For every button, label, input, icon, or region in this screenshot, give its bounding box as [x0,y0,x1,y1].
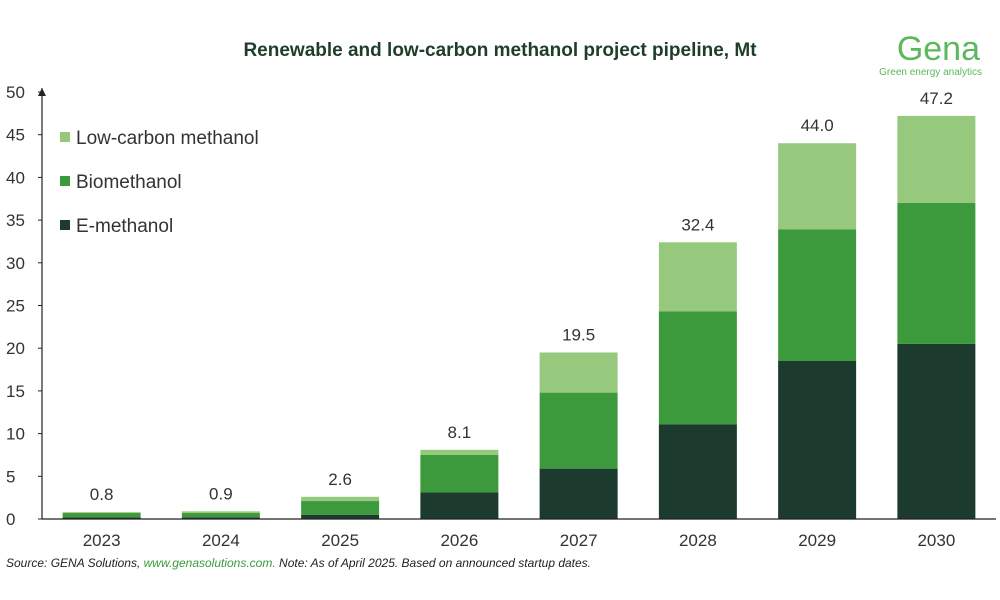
legend-item: Biomethanol [60,172,182,193]
legend-label: Biomethanol [76,172,182,193]
y-tick-label: 15 [6,382,25,401]
y-tick-label: 30 [6,254,25,273]
bar-biomethanol-2030 [897,203,976,344]
x-tick-label: 2029 [798,531,836,550]
source-note: Source: GENA Solutions, www.genasolution… [6,556,591,570]
bar-low-carbon-methanol-2026 [420,449,499,455]
bar-e-methanol-2029 [778,361,857,519]
total-label: 8.1 [448,423,472,442]
bar-e-methanol-2028 [658,424,737,519]
bar-low-carbon-methanol-2027 [539,352,618,393]
total-label: 2.6 [328,470,352,489]
total-label: 19.5 [562,325,595,344]
bar-biomethanol-2026 [420,454,499,493]
bar-biomethanol-2027 [539,392,618,469]
total-labels: 0.8 0.9 2.6 8.1 19.5 32.4 44.0 47.2 [90,89,953,504]
logo: Gena Green energy analytics [879,30,982,78]
legend-label: Low-carbon methanol [76,128,259,149]
legend-item: Low-carbon methanol [60,128,259,149]
bar-low-carbon-methanol-2030 [897,115,976,204]
bar-low-carbon-methanol-2028 [658,242,737,312]
x-tick-label: 2030 [917,531,955,550]
x-tick-label: 2026 [440,531,478,550]
legend-swatch [60,132,70,142]
y-tick-label: 35 [6,211,25,230]
bar-biomethanol-2024 [181,513,260,518]
legend-swatch [60,220,70,230]
y-tick-label: 40 [6,168,25,187]
y-tick-label: 0 [6,510,15,529]
bars [62,115,976,519]
legend: Low-carbon methanol Biomethanol E-methanol [60,128,259,237]
total-label: 44.0 [801,116,834,135]
x-tick-label: 2028 [679,531,717,550]
bar-biomethanol-2029 [778,229,857,362]
bar-low-carbon-methanol-2029 [778,143,857,230]
total-label: 0.8 [90,485,114,504]
y-tick-label: 20 [6,339,25,358]
bar-e-methanol-2030 [897,343,976,519]
y-tick-label: 5 [6,467,15,486]
source-link[interactable]: www.genasolutions.com. [143,556,276,570]
y-tick-label: 10 [6,425,25,444]
total-label: 47.2 [920,89,953,108]
x-axis: 2023 2024 2025 2026 2027 2028 2029 2030 [42,518,996,550]
x-tick-label: 2027 [560,531,598,550]
total-label: 32.4 [681,215,714,234]
total-label: 0.9 [209,484,233,503]
x-tick-label: 2024 [202,531,240,550]
x-tick-label: 2023 [83,531,121,550]
legend-swatch [60,176,70,186]
bar-e-methanol-2026 [420,492,499,519]
x-tick-label: 2025 [321,531,359,550]
source-note-text: Note: As of April 2025. Based on announc… [275,556,592,570]
bar-biomethanol-2025 [301,501,380,515]
legend-item: E-methanol [60,216,173,237]
y-tick-label: 50 [6,83,25,102]
bar-e-methanol-2024 [181,517,260,519]
bar-e-methanol-2027 [539,468,618,519]
bar-e-methanol-2023 [62,517,141,519]
legend-label: E-methanol [76,216,173,237]
bar-biomethanol-2028 [658,311,737,425]
logo-tagline: Green energy analytics [879,67,982,78]
y-tick-label: 45 [6,126,25,145]
bar-biomethanol-2023 [62,513,141,518]
y-axis: 0 5 10 15 20 25 30 35 40 45 50 [6,83,46,529]
source-prefix: Source: GENA Solutions, [6,556,144,570]
y-tick-label: 25 [6,297,25,316]
logo-wordmark: Gena [897,30,980,68]
chart-title: Renewable and low-carbon methanol projec… [243,40,757,61]
bar-low-carbon-methanol-2024 [181,511,260,514]
bar-low-carbon-methanol-2023 [62,512,141,514]
bar-e-methanol-2025 [301,514,380,519]
bar-low-carbon-methanol-2025 [301,496,380,502]
